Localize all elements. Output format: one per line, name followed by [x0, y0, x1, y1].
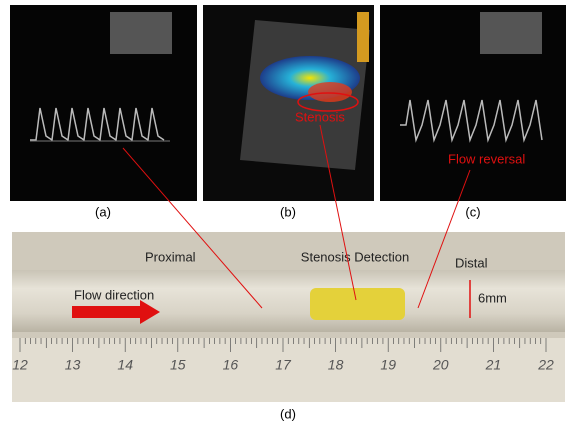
panel-c: Flow reversal [380, 5, 566, 201]
panel-b: Stenosis [203, 5, 374, 201]
ruler-label: 18 [328, 357, 344, 373]
ruler-label: 21 [485, 357, 502, 373]
panel-label: (b) [280, 204, 296, 219]
figure: Stenosis Flow reversal (a) (b) (c) Proxi… [0, 0, 575, 426]
ruler-label: 16 [223, 357, 239, 373]
ruler-label: 15 [170, 357, 186, 373]
b-mode-inset [480, 12, 542, 54]
doppler-flow [308, 82, 352, 102]
ruler-label: 20 [432, 357, 449, 373]
ruler-label: 19 [380, 357, 396, 373]
text-proximal: Proximal [145, 249, 196, 264]
text-flow: Flow direction [74, 287, 154, 302]
annotation: Stenosis [295, 109, 345, 124]
text-diameter: 6mm [478, 290, 507, 305]
color-bar [357, 12, 369, 62]
panel-d: Proximal Stenosis Detection Distal Flow … [12, 232, 565, 402]
ruler-label: 12 [12, 357, 28, 373]
annotation: Flow reversal [448, 151, 525, 166]
ruler-label: 13 [65, 357, 81, 373]
panel-label: (d) [280, 406, 296, 421]
ruler-label: 17 [275, 357, 292, 373]
stenosis-insert [310, 288, 405, 320]
ruler-label: 14 [117, 357, 133, 373]
panel-a [10, 5, 197, 201]
text-stenosis: Stenosis Detection [301, 249, 409, 264]
ruler-label: 22 [537, 357, 554, 373]
panel-label: (c) [465, 204, 480, 219]
text-distal: Distal [455, 255, 488, 270]
b-mode-inset [110, 12, 172, 54]
panel-label: (a) [95, 204, 111, 219]
